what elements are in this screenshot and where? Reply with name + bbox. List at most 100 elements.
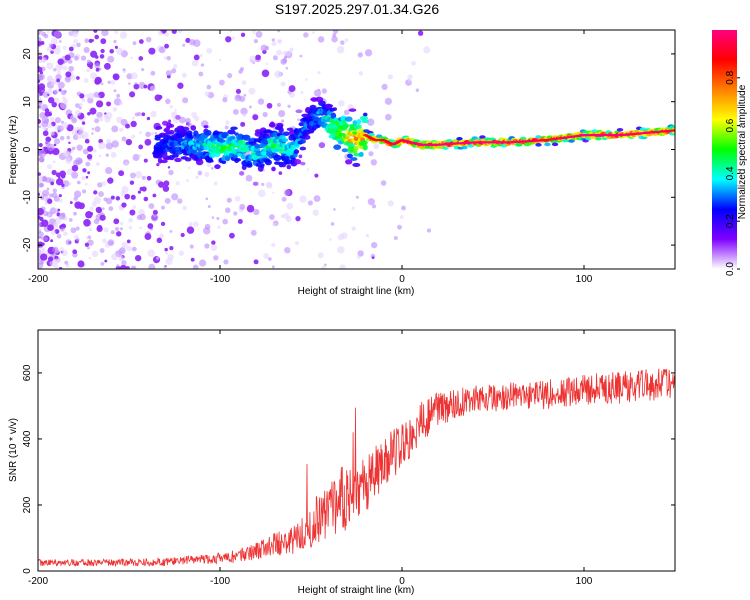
noise-cell [154, 131, 158, 135]
noise-cell [53, 143, 57, 147]
ridge-cell [160, 159, 168, 164]
noise-cell [128, 82, 131, 85]
noise-cell [74, 55, 79, 61]
noise-cell [86, 153, 93, 160]
colorbar-tick-label: 0.6 [725, 118, 736, 132]
noise-cell [171, 30, 177, 35]
noise-cell [300, 91, 304, 95]
noise-cell [274, 70, 282, 78]
noise-cell [204, 243, 210, 249]
noise-cell [277, 30, 281, 33]
noise-cell [158, 181, 165, 188]
noise-cell [50, 82, 54, 86]
noise-cell [111, 125, 119, 133]
noise-cell [115, 226, 120, 232]
noise-cell [393, 236, 398, 241]
noise-cell [113, 89, 117, 93]
ridge-cell [169, 123, 175, 128]
noise-cell [162, 185, 170, 192]
noise-cell [197, 170, 203, 176]
noise-cell [144, 233, 152, 240]
noise-cell [39, 70, 43, 75]
ridge-cell [568, 139, 575, 143]
ridge-cell [271, 166, 276, 172]
noise-cell [408, 79, 411, 83]
noise-cell [126, 239, 131, 244]
ridge-cell [330, 112, 337, 119]
noise-cell [41, 242, 45, 246]
noise-cell [119, 227, 124, 231]
noise-cell [83, 78, 89, 83]
noise-cell [116, 264, 120, 268]
noise-cell [185, 117, 191, 124]
ridge-cell [214, 164, 221, 170]
ridge-cell [352, 162, 361, 168]
noise-cell [188, 222, 193, 227]
noise-cell [84, 182, 88, 186]
noise-cell [253, 208, 260, 216]
noise-cell [210, 244, 218, 252]
noise-cell [284, 55, 288, 59]
noise-cell [120, 190, 126, 196]
noise-cell [50, 181, 55, 186]
noise-cell [423, 46, 431, 54]
noise-cell [317, 71, 321, 75]
ridge-cell [155, 126, 163, 130]
noise-cell [110, 230, 115, 235]
noise-cell [164, 43, 170, 49]
noise-cell [286, 202, 294, 210]
noise-cell [61, 249, 68, 256]
noise-cell [102, 238, 107, 244]
noise-cell [198, 259, 207, 267]
noise-cell [160, 221, 166, 227]
noise-cell [90, 50, 98, 58]
noise-cell [76, 42, 81, 48]
noise-cell [81, 121, 86, 125]
ridge-cell [205, 129, 212, 136]
noise-cell [312, 209, 319, 216]
spectrogram-y-ticks: -20 -10 0 10 20 [22, 48, 675, 252]
ridge-cell [300, 161, 306, 166]
noise-cell [355, 195, 359, 199]
noise-cell [130, 56, 133, 60]
noise-cell [80, 55, 87, 61]
noise-cell [60, 90, 67, 96]
noise-cell [57, 81, 65, 89]
noise-cell [51, 37, 58, 45]
noise-cell [78, 126, 84, 132]
ridge-cell [234, 158, 242, 162]
noise-cell [278, 171, 283, 175]
noise-cell [417, 30, 424, 36]
snr-frame [37, 329, 676, 572]
noise-cell [104, 112, 107, 115]
noise-cell [52, 221, 58, 227]
noise-cell [139, 130, 143, 135]
noise-cell [38, 142, 43, 148]
noise-cell [59, 101, 68, 110]
ridge-cell [325, 104, 334, 108]
noise-cell [199, 53, 203, 58]
noise-cell [71, 117, 78, 124]
noise-cell [371, 256, 375, 260]
noise-cell [71, 164, 79, 172]
x-tick-label: 0 [399, 576, 405, 587]
noise-cell [148, 47, 156, 55]
noise-cell [52, 246, 59, 253]
ridge-cell [206, 157, 214, 163]
noise-cell [38, 246, 46, 254]
noise-cell [141, 112, 146, 117]
ridge-cell [245, 163, 253, 168]
noise-cell [46, 164, 53, 170]
noise-cell [231, 36, 235, 40]
noise-cell [253, 259, 259, 265]
noise-cell [240, 107, 248, 115]
x-tick-label: -200 [28, 274, 48, 285]
colorbar-gradient [712, 30, 737, 269]
noise-cell [39, 182, 45, 188]
noise-cell [177, 30, 183, 34]
noise-cell [68, 46, 74, 52]
noise-cell [130, 172, 136, 179]
ridge-cell [345, 159, 353, 165]
noise-cell [38, 207, 45, 216]
noise-cell [62, 150, 70, 157]
